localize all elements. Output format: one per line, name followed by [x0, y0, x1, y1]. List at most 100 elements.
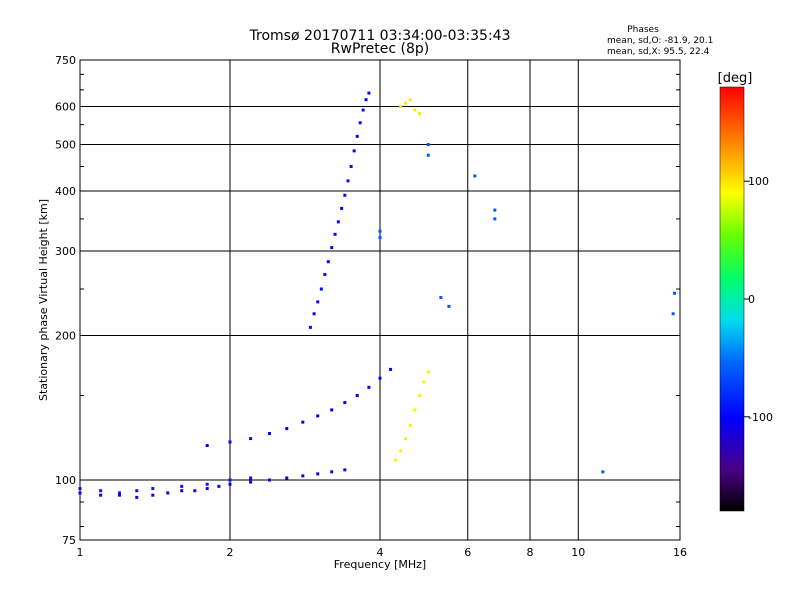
- scatter-point: [301, 420, 305, 424]
- y-axis-label: Stationary phase Virtual Height [km]: [37, 199, 50, 401]
- scatter-point: [78, 491, 82, 495]
- scatter-point: [343, 401, 347, 405]
- scatter-point: [319, 287, 323, 291]
- scatter-point: [285, 427, 289, 431]
- scatter-point: [316, 414, 320, 418]
- scatter-point: [340, 206, 344, 210]
- scatter-point: [671, 312, 675, 316]
- scatter-point: [99, 493, 103, 497]
- scatter-point: [180, 484, 184, 488]
- scatter-point: [413, 408, 417, 412]
- colorbar-label: [deg]: [718, 71, 753, 86]
- scatter-point: [493, 208, 497, 212]
- scatter-point: [447, 304, 451, 308]
- grid-lines: [80, 60, 680, 540]
- y-tick-label: 500: [55, 139, 76, 152]
- x-tick-label: 4: [377, 546, 384, 559]
- scatter-point: [228, 440, 232, 444]
- scatter-point: [399, 449, 403, 453]
- scatter-point: [361, 108, 365, 112]
- x-axis-label: Frequency [MHz]: [334, 558, 426, 571]
- scatter-point: [330, 246, 334, 250]
- scatter-point: [349, 164, 353, 168]
- scatter-point: [333, 232, 337, 236]
- chart-title: Tromsø 20170711 03:34:00-03:35:43: [249, 28, 511, 44]
- colorbar-tick-label: -100: [748, 411, 773, 424]
- scatter-point: [323, 273, 327, 277]
- scatter-point: [151, 487, 155, 491]
- x-tick-label: 16: [673, 546, 687, 559]
- scatter-point: [267, 432, 271, 436]
- chart-subtitle: RwPretec (8p): [331, 41, 429, 57]
- x-tick-label: 8: [527, 546, 534, 559]
- scatter-point: [312, 312, 316, 316]
- scatter-point: [358, 121, 362, 125]
- phases-o-line: mean, sd,O: -81.9, 20.1: [607, 36, 713, 46]
- scatter-point: [316, 300, 320, 304]
- x-tick-label: 10: [571, 546, 585, 559]
- scatter-point: [493, 217, 497, 221]
- colorbar-tick-label: 0: [748, 293, 755, 306]
- y-tick-label: 100: [55, 474, 76, 487]
- scatter-point: [389, 367, 393, 371]
- scatter-point: [422, 380, 426, 384]
- scatter-point: [308, 325, 312, 329]
- scatter-point: [403, 101, 407, 105]
- scatter-point: [364, 98, 368, 102]
- scatter-point: [367, 91, 371, 95]
- scatter-point: [180, 489, 184, 493]
- scatter-point: [249, 437, 253, 441]
- phases-x-line: mean, sd,X: 95.5, 22.4: [607, 47, 710, 57]
- scatter-point: [326, 260, 330, 264]
- y-tick-label: 300: [55, 245, 76, 258]
- scatter-point: [135, 489, 139, 493]
- scatter-point: [343, 468, 347, 472]
- scatter-point: [408, 423, 412, 427]
- x-tick-label: 2: [227, 546, 234, 559]
- scatter-point: [473, 174, 477, 178]
- colorbar: [719, 86, 745, 512]
- y-tick-label: 75: [62, 534, 76, 547]
- scatter-point: [151, 493, 155, 497]
- scatter-point: [355, 394, 359, 398]
- scatter-point: [408, 98, 412, 102]
- colorbar-ticks: 100 0 -100: [744, 175, 773, 424]
- scatter-point: [378, 229, 382, 233]
- scatter-point: [426, 143, 430, 147]
- scatter-point: [330, 408, 334, 412]
- x-tick-label: 1: [77, 546, 84, 559]
- scatter-point: [426, 370, 430, 374]
- scatter-point: [601, 470, 605, 474]
- scatter-point: [267, 478, 271, 482]
- scatter-point: [205, 444, 209, 448]
- scatter-point: [417, 394, 421, 398]
- scatter-point: [439, 296, 443, 300]
- scatter-point: [249, 476, 253, 480]
- scatter-point: [78, 487, 82, 491]
- scatter-point: [205, 482, 209, 486]
- scatter-point: [228, 478, 232, 482]
- scatter-point: [135, 495, 139, 499]
- scatter-point: [301, 474, 305, 478]
- scatter-point: [417, 112, 421, 116]
- colorbar-tick-label: 100: [748, 175, 769, 188]
- x-tick-label: 6: [464, 546, 471, 559]
- scatter-point: [355, 134, 359, 138]
- scatter-point: [166, 491, 170, 495]
- scatter-point: [394, 458, 398, 462]
- scatter-point: [193, 489, 197, 493]
- scatter-point: [117, 493, 121, 497]
- scatter-point: [330, 470, 334, 474]
- axis-ticks: 1 2 4 6 8 10 16 75 100 200 300 400 500 600 750: [55, 54, 687, 559]
- scatter-point: [336, 220, 340, 224]
- scatter-point: [285, 476, 289, 480]
- y-tick-label: 200: [55, 330, 76, 343]
- scatter-point: [228, 482, 232, 486]
- scatter-point: [399, 105, 403, 109]
- scatter-point: [343, 193, 347, 197]
- scatter-point: [99, 489, 103, 493]
- scatter-point: [367, 385, 371, 389]
- phases-title: Phases: [627, 25, 659, 35]
- scatter-point: [117, 491, 121, 495]
